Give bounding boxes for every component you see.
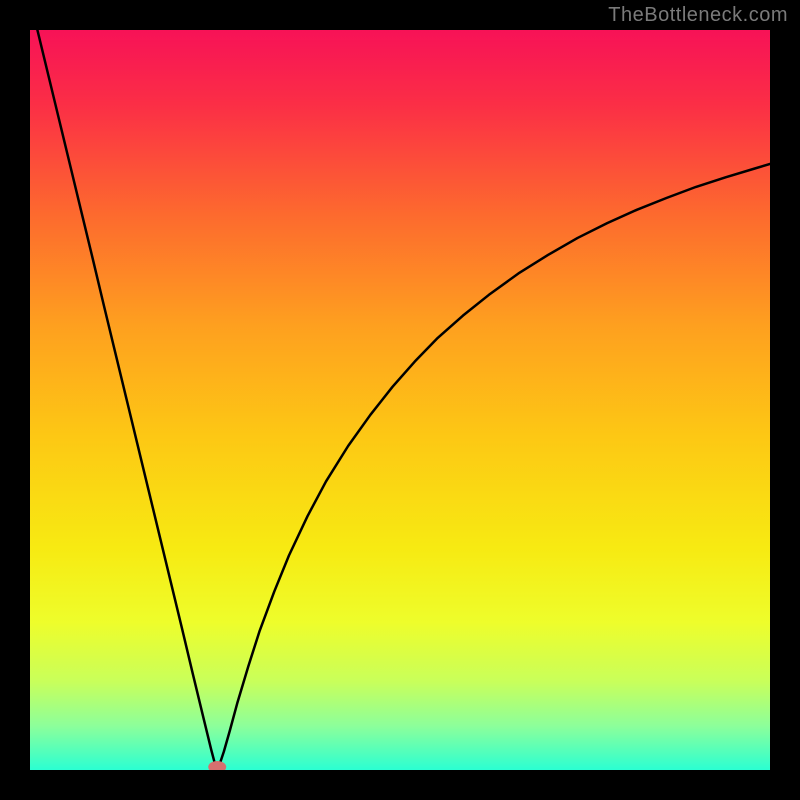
watermark-text: TheBottleneck.com — [608, 4, 788, 27]
bottleneck-chart: TheBottleneck.com — [0, 0, 800, 800]
chart-svg — [0, 0, 800, 800]
plot-background — [30, 30, 770, 770]
